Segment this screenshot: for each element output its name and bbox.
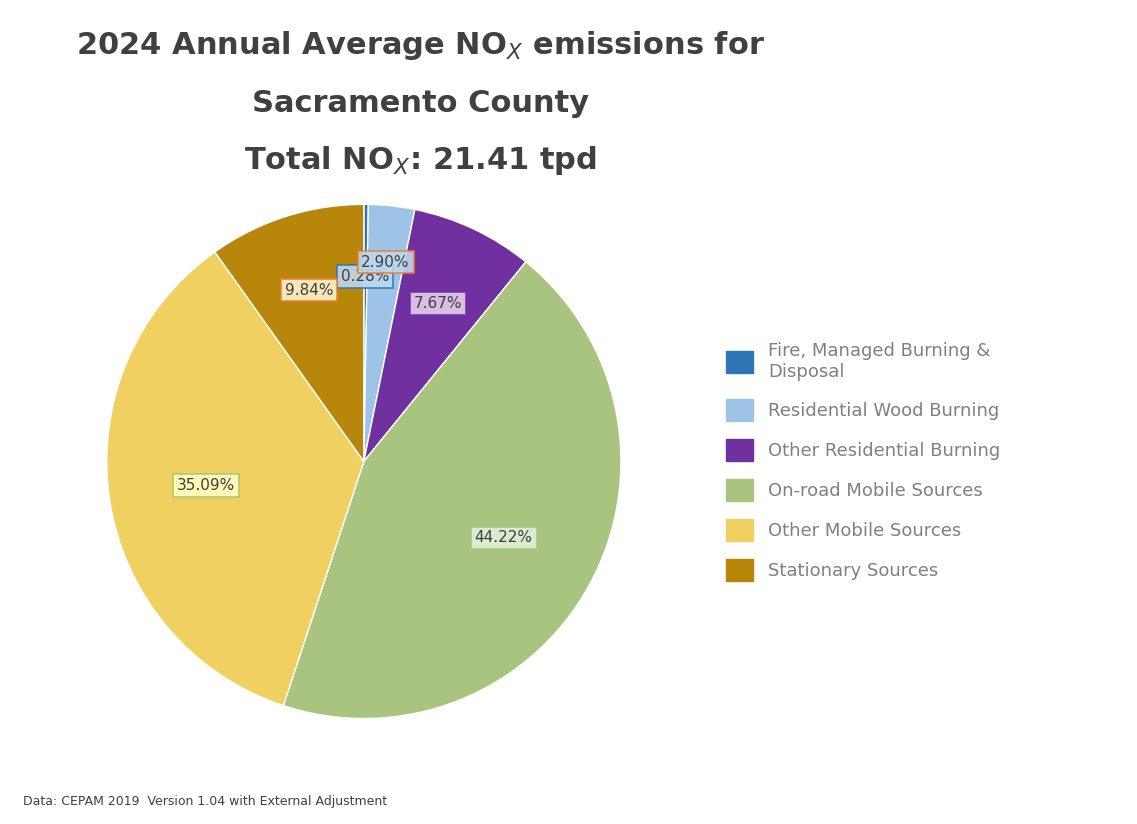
Text: 44.22%: 44.22% [475,531,533,545]
Text: Sacramento County: Sacramento County [252,88,589,118]
Wedge shape [283,262,621,719]
Legend: Fire, Managed Burning &
Disposal, Residential Wood Burning, Other Residential Bu: Fire, Managed Burning & Disposal, Reside… [727,342,1001,581]
Wedge shape [107,252,364,705]
Text: 2.90%: 2.90% [362,255,409,269]
Text: 0.28%: 0.28% [341,269,390,283]
Text: 35.09%: 35.09% [177,478,235,493]
Text: 9.84%: 9.84% [285,283,333,297]
Wedge shape [364,204,415,461]
Text: 2024 Annual Average NO$_X$ emissions for: 2024 Annual Average NO$_X$ emissions for [76,29,765,62]
Text: Total NO$_X$: 21.41 tpd: Total NO$_X$: 21.41 tpd [244,144,597,177]
Wedge shape [364,204,368,461]
Text: 7.67%: 7.67% [414,296,463,311]
Wedge shape [215,204,364,461]
Text: Data: CEPAM 2019  Version 1.04 with External Adjustment: Data: CEPAM 2019 Version 1.04 with Exter… [23,794,387,808]
Wedge shape [364,209,525,461]
